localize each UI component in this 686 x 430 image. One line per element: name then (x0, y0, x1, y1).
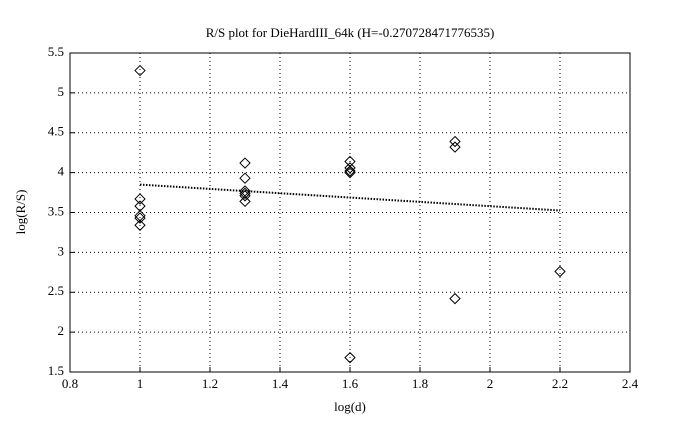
plot-frame (69, 52, 631, 373)
data-point (134, 64, 146, 77)
y-tick-label: 5.5 (48, 44, 64, 59)
x-tick-label: 1.8 (412, 376, 428, 391)
data-point (239, 190, 251, 202)
data-point (449, 292, 461, 305)
y-tick-label: 2.5 (48, 283, 64, 298)
data-point (344, 166, 356, 179)
x-tick-label: 1 (137, 376, 144, 391)
data-point (239, 157, 251, 169)
x-tick-label: 2.2 (552, 376, 568, 391)
data-point (239, 195, 251, 208)
x-tick-label: 1.4 (272, 376, 289, 391)
chart-title: R/S plot for DieHardIII_64k (H=-0.270728… (206, 25, 495, 40)
x-axis-label: log(d) (334, 399, 366, 414)
x-tick-label: 0.8 (62, 376, 78, 391)
y-tick-label: 5 (58, 84, 65, 99)
y-tick-label: 3.5 (48, 203, 64, 218)
y-tick-label: 1.5 (48, 363, 64, 378)
data-point (449, 135, 461, 148)
data-point (344, 165, 356, 177)
data-point (554, 265, 566, 278)
y-tick-label: 4 (58, 164, 65, 179)
x-tick-label: 2.4 (622, 376, 639, 391)
data-point (134, 219, 146, 231)
x-tick-label: 1.6 (342, 376, 359, 391)
data-point (239, 172, 251, 184)
x-tick-label: 1.2 (202, 376, 218, 391)
data-point (134, 193, 146, 205)
y-tick-label: 3 (58, 243, 65, 258)
x-tick-label: 2 (487, 376, 494, 391)
data-point (134, 212, 146, 224)
data-point (344, 351, 356, 364)
y-tick-label: 4.5 (48, 124, 64, 139)
y-tick-label: 2 (58, 323, 65, 338)
data-point (239, 187, 251, 200)
y-axis-label: log(R/S) (13, 190, 28, 235)
fit-line (139, 183, 561, 212)
data-point (344, 162, 356, 174)
data-point (449, 141, 461, 153)
